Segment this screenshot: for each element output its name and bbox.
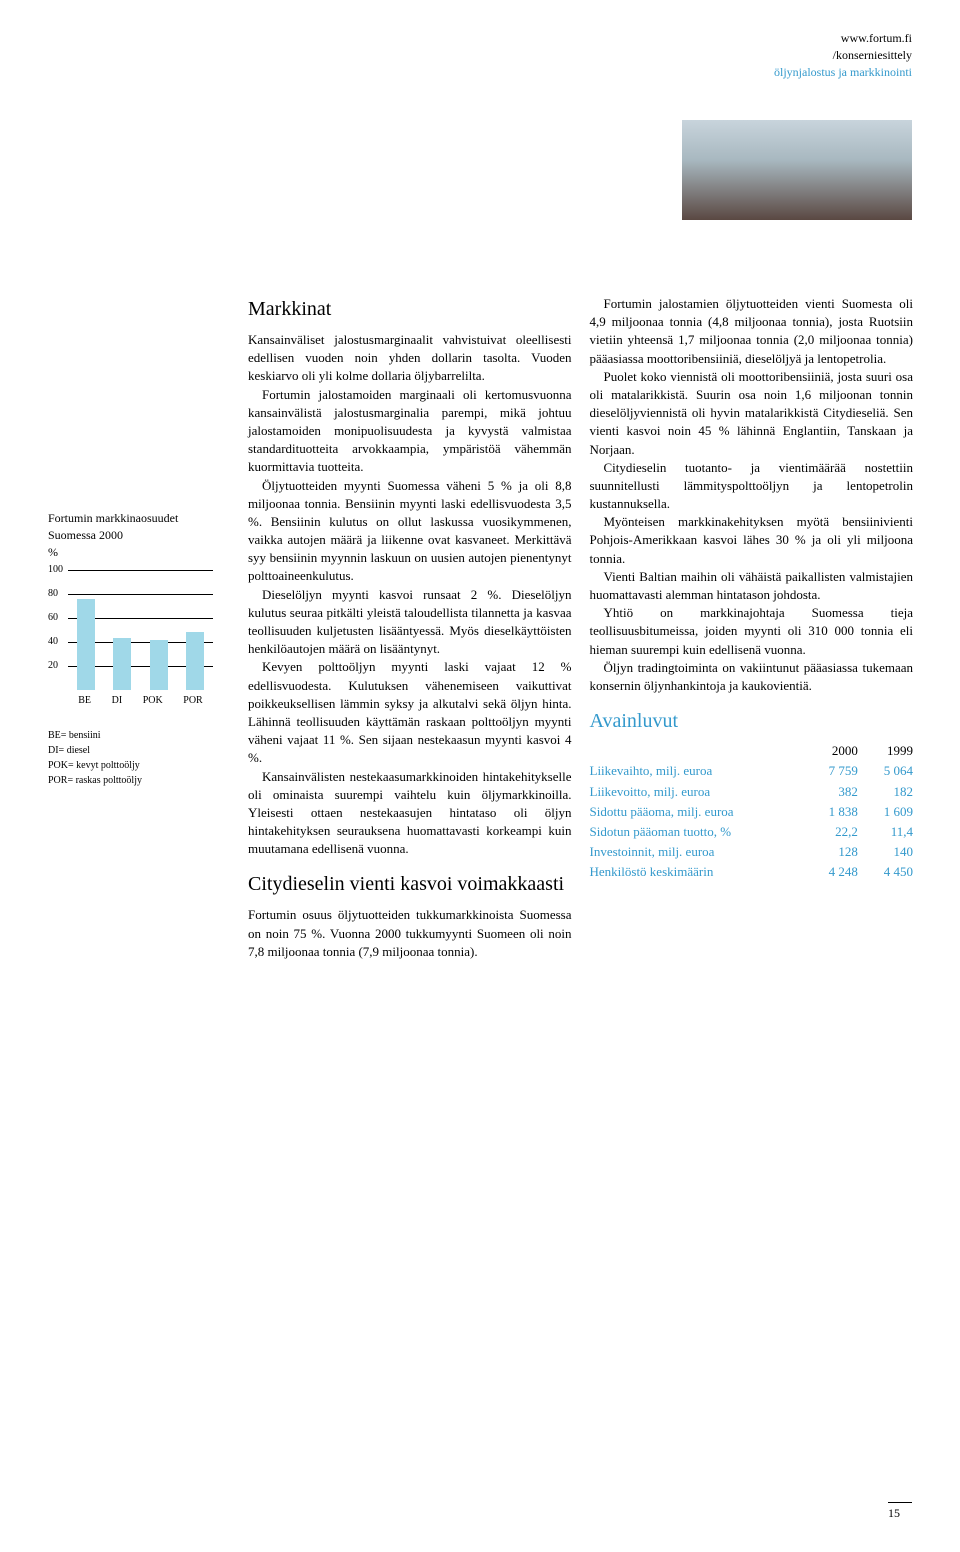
column-right: Fortumin jalostamien öljytuotteiden vien… [590, 295, 914, 961]
table-row: Sidottu pääoma, milj. euroa1 8381 609 [590, 802, 914, 822]
y-tick-label: 80 [48, 587, 58, 601]
row-value: 1 838 [803, 802, 858, 822]
y-tick-label: 100 [48, 563, 63, 577]
row-label: Liikevaihto, milj. euroa [590, 761, 803, 781]
header-photo [682, 120, 912, 220]
header-url: www.fortum.fi [774, 30, 912, 47]
row-label: Sidottu pääoma, milj. euroa [590, 802, 803, 822]
heading-avainluvut: Avainluvut [590, 707, 914, 735]
para: Vienti Baltian maihin oli vähäistä paika… [590, 568, 914, 604]
column-left: Markkinat Kansainväliset jalostusmargina… [248, 295, 572, 961]
row-value: 7 759 [803, 761, 858, 781]
legend-be: BE= bensiini [48, 728, 213, 743]
para: Öljyn tradingtoiminta on vakiintunut pää… [590, 659, 914, 695]
para: Kansainväliset jalostusmarginaalit vahvi… [248, 331, 572, 386]
bar [113, 638, 131, 691]
legend-di: DI= diesel [48, 743, 213, 758]
row-value: 140 [858, 842, 913, 862]
para: Dieselöljyn myynti kasvoi runsaat 2 %. D… [248, 586, 572, 659]
page-number: 15 [888, 1502, 912, 1522]
chart-title: Fortumin markkinaosuudet Suomessa 2000 % [48, 510, 213, 560]
row-value: 11,4 [858, 822, 913, 842]
table-row: Liikevoitto, milj. euroa382182 [590, 782, 914, 802]
x-tick-label: POK [143, 694, 163, 708]
table-row: Liikevaihto, milj. euroa7 7595 064 [590, 761, 914, 781]
para: Öljytuotteiden myynti Suomessa väheni 5 … [248, 477, 572, 586]
y-tick-label: 40 [48, 635, 58, 649]
para: Yhtiö on markkinajohtaja Suomessa tieja … [590, 604, 914, 659]
para: Fortumin osuus öljytuotteiden tukkumarkk… [248, 906, 572, 961]
bar-chart: 10080604020BEDIPOKPOR [48, 570, 213, 710]
row-label: Investoinnit, milj. euroa [590, 842, 803, 862]
year-col: 1999 [858, 741, 913, 761]
main-content: Markkinat Kansainväliset jalostusmargina… [248, 295, 913, 961]
para: Myönteisen markkinakehityksen myötä bens… [590, 513, 914, 568]
para: Fortumin jalostamoiden marginaali oli ke… [248, 386, 572, 477]
year-col: 2000 [803, 741, 858, 761]
row-label: Liikevoitto, milj. euroa [590, 782, 803, 802]
row-value: 382 [803, 782, 858, 802]
bar [77, 599, 95, 690]
page-header: www.fortum.fi /konserniesittely öljynjal… [774, 30, 912, 80]
para: Fortumin jalostamien öljytuotteiden vien… [590, 295, 914, 368]
header-path: /konserniesittely [774, 47, 912, 64]
bar [186, 632, 204, 691]
x-tick-label: DI [112, 694, 123, 708]
header-section: öljynjalostus ja markkinointi [774, 64, 912, 81]
para: Puolet koko viennistä oli moottoribensii… [590, 368, 914, 459]
financial-table: 2000 1999 Liikevaihto, milj. euroa7 7595… [590, 741, 914, 882]
x-tick-label: BE [78, 694, 91, 708]
legend-por: POR= raskas polttoöljy [48, 773, 213, 788]
para: Kevyen polttoöljyn myynti laski vajaat 1… [248, 658, 572, 767]
heading-markkinat: Markkinat [248, 295, 572, 323]
row-label: Sidotun pääoman tuotto, % [590, 822, 803, 842]
y-tick-label: 60 [48, 611, 58, 625]
row-value: 4 248 [803, 862, 858, 882]
heading-citydiesel: Citydieselin vienti kasvoi voimakkaasti [248, 870, 572, 898]
legend-pok: POK= kevyt polttoöljy [48, 758, 213, 773]
para: Citydieselin tuotanto- ja vientimäärää n… [590, 459, 914, 514]
x-tick-label: POR [183, 694, 202, 708]
chart-legend: BE= bensiini DI= diesel POK= kevyt poltt… [48, 728, 213, 788]
table-header-row: 2000 1999 [590, 741, 914, 761]
row-value: 128 [803, 842, 858, 862]
table-row: Sidotun pääoman tuotto, %22,211,4 [590, 822, 914, 842]
row-value: 22,2 [803, 822, 858, 842]
row-value: 1 609 [858, 802, 913, 822]
para: Kansainvälisten nestekaasumarkkinoiden h… [248, 768, 572, 859]
bar [150, 640, 168, 690]
row-value: 182 [858, 782, 913, 802]
y-tick-label: 20 [48, 659, 58, 673]
table-row: Investoinnit, milj. euroa128140 [590, 842, 914, 862]
sidebar-chart: Fortumin markkinaosuudet Suomessa 2000 %… [48, 510, 213, 788]
row-value: 4 450 [858, 862, 913, 882]
table-row: Henkilöstö keskimäärin4 2484 450 [590, 862, 914, 882]
row-label: Henkilöstö keskimäärin [590, 862, 803, 882]
row-value: 5 064 [858, 761, 913, 781]
